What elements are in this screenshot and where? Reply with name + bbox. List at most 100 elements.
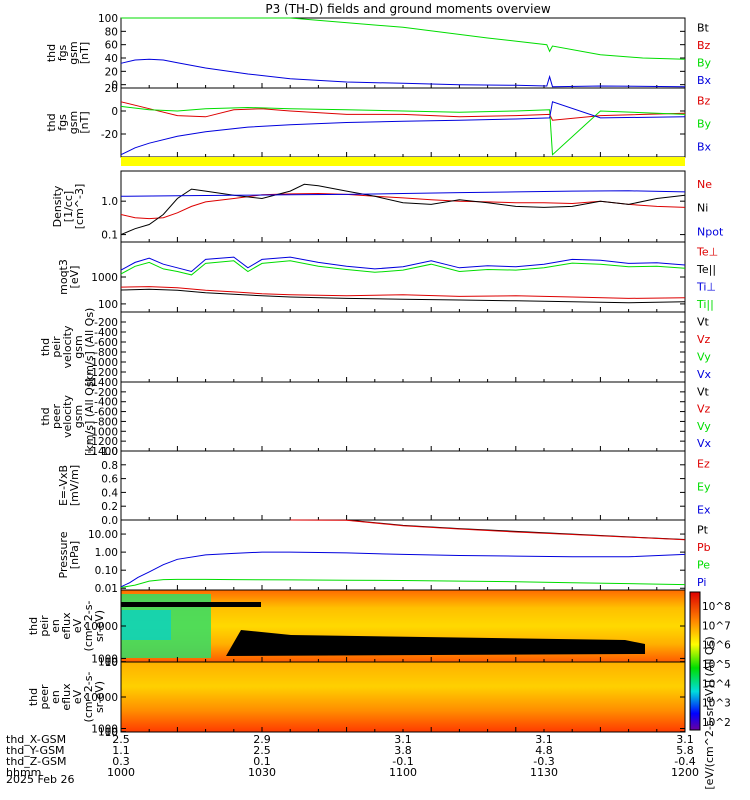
panel-3: 1.0 0.1 Density[1/cc][cm^-3] Ne Ni Npot [51,170,724,243]
y-tick-label: 20 [105,83,118,95]
orbit-row-value: 1030 [248,766,276,779]
y-tick-label: 80 [105,26,118,38]
legend-entry: Vx [697,437,712,450]
y-axis-label-line: eflux [60,683,73,711]
orbit-row-value: 0.1 [253,755,271,768]
legend-entry: Ti|| [696,298,714,311]
legend-entry: Ey [697,481,711,494]
y-tick-label: 10 [105,727,118,739]
orbit-row-value: 1100 [389,766,417,779]
y-tick-label: 40 [105,53,118,65]
colorbar-tick-label: 10^4 [702,678,731,690]
panel-7: 1.0 0.8 0.60.4 0.2 0.0 E=-VxB[mV/m] Ez Ey Ex [57,446,711,527]
y-tick-label: 0.01 [95,583,118,595]
orbit-row-value: 1130 [530,766,558,779]
legend-entry: Te|| [696,263,716,276]
y-axis-label-line: [mV/m] [68,465,81,506]
panel-frame [120,87,686,158]
orbit-row-value: 1000 [107,766,135,779]
y-tick-label: 100 [98,657,118,669]
y-tick-label: -600 [94,407,118,419]
y-tick-label: 0 [111,80,118,92]
legend-entry: Ne [697,178,712,191]
legend-entry: Bz [697,39,711,52]
y-tick-label: 20 [105,66,118,78]
legend-entry: Vy [697,420,711,433]
orbit-row-value: 3.8 [394,744,412,757]
spectrogram-colorbar: 10^8 10^7 10^6 10^5 10^4 10^3 10^2 [689,591,731,731]
y-tick-label: 1000 [91,724,118,736]
y-tick-label: 0.1 [101,230,118,242]
y-tick-label: 1000 [91,653,118,665]
orbit-row-value: -0.1 [392,755,413,768]
y-tick-label: 10 [105,657,118,669]
y-axis-label-line: eV [71,689,84,704]
y-axis-label-line: thd [39,407,52,425]
panel-5: -200-400-600-800-1000-1200-1400thdpeirve… [39,308,712,389]
panel-4: 1000 100 moqt3[eV] Te⊥ Te|| Ti⊥ Ti|| [57,241,718,313]
orbit-row-value: 2.5 [253,744,271,757]
panel-frame [120,17,686,89]
legend-entry: Ti⊥ [696,281,716,294]
y-axis-label: thdpeirvelocitygsm[km/s] (All Qs) [39,308,96,387]
series-line-by [120,105,686,156]
y-axis-label-line: [nT] [78,42,91,64]
orbit-row-value: -0.4 [674,755,695,768]
orbit-row-label: hhmm [6,766,41,779]
y-tick-label: 10000 [85,621,118,633]
y-axis-label: thdfgsgsm[nT] [45,41,91,64]
y-axis-label: thdfgsgsm[nT] [45,111,91,134]
legend-entry: Bx [697,141,712,154]
series-line-bz [120,101,686,121]
series-line-ne [120,192,686,220]
y-axis-label: thdpeerenefluxeV(cm^2-s-sr-eV) [27,672,106,723]
series-line-pt [346,519,686,540]
y-tick-label: 100 [98,727,118,739]
y-tick-label: -200 [94,317,118,329]
y-axis-label-line: en [49,690,62,704]
legend-entry: Pt [697,524,709,537]
y-axis-label-line: velocity [61,395,74,438]
colorbar-tick-label: 10^2 [702,717,731,729]
y-tick-label: 0.6 [101,474,118,486]
series-line-ti [120,260,686,276]
panel-frame [120,311,686,383]
legend-entry: Pi [697,576,706,589]
spectrogram-fill [121,662,685,732]
y-axis-label-line: [nT] [78,111,91,133]
orbit-row-value: 3.1 [535,733,553,746]
orbit-row-value: 0.3 [112,755,130,768]
y-axis-label-line: eV [71,618,84,633]
legend-entry: Vt [697,316,710,329]
y-tick-label: -20 [101,129,118,141]
y-axis-label: Pressure[nPa] [57,531,81,578]
legend-entry: Vz [697,333,711,346]
orbit-row-label: thd_Y-GSM [6,744,65,757]
y-axis-label: thdpeervelocitygsm[km/s] (All Qs) [39,377,96,456]
series-line-ni [120,183,686,236]
y-axis-label-line: thd [27,688,40,706]
colorbar-tick-label: 10^8 [702,601,731,613]
spectrogram-cyan-region [121,610,171,640]
series-line-by [121,17,686,60]
y-tick-label: -1200 [87,367,118,379]
y-axis-label-line: [eV] [68,266,81,289]
legend-entry: Npot [697,225,724,238]
y-axis-label-line: Pressure [57,531,70,578]
series-line-pi [120,551,686,588]
y-axis-label-line: thd [39,338,52,356]
panel-frame [120,170,686,243]
y-tick-label: -1000 [87,357,118,369]
legend-entry: Ex [697,504,711,517]
legend-entry: Vt [697,385,710,398]
y-tick-label: -800 [94,347,118,359]
y-axis-label-line: [nPa] [68,541,81,569]
series-line-ti [120,256,686,273]
quality-flag-bar [121,157,685,166]
y-tick-label: 100 [98,299,118,311]
orbit-row-value: 1200 [671,766,699,779]
legend-entry: Ni [697,202,708,215]
orbit-row-value: 1.1 [112,744,130,757]
